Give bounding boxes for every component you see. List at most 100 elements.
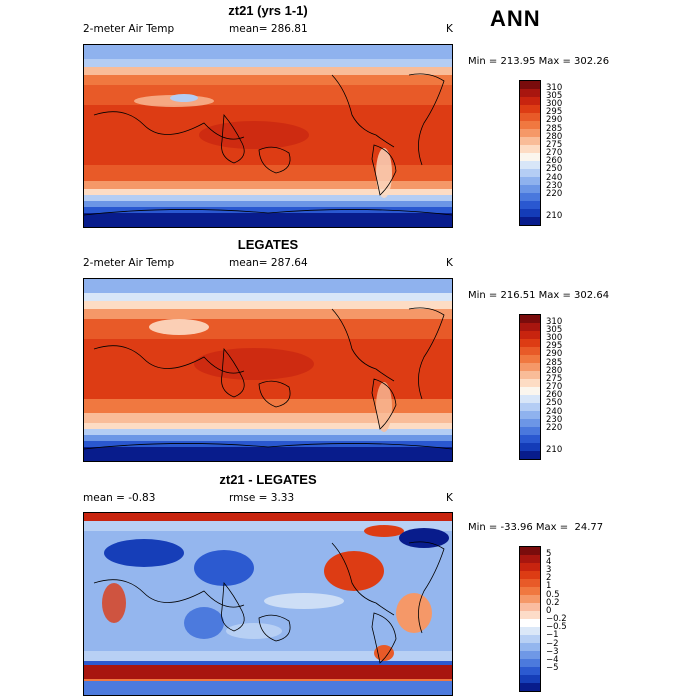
colorbar-swatch <box>520 331 540 339</box>
colorbar-swatch <box>520 185 540 193</box>
panel-1-title: zt21 (yrs 1-1) <box>228 3 308 18</box>
colorbar-tick-label: 1 <box>546 581 552 591</box>
colorbar-swatch <box>520 177 540 185</box>
colorbar-swatch <box>520 97 540 105</box>
colorbar-tick-label: 300 <box>546 99 563 109</box>
colorbar-swatch <box>520 105 540 113</box>
colorbar-swatch <box>520 547 540 555</box>
panel-1-mean: mean= 286.81 <box>229 23 308 35</box>
colorbar-tick-label: 210 <box>546 211 563 221</box>
panel-2-title: LEGATES <box>237 237 299 252</box>
colorbar-tick-label: 270 <box>546 148 563 158</box>
colorbar-swatch <box>520 145 540 153</box>
colorbar-swatch <box>520 193 540 201</box>
colorbar-swatch <box>520 427 540 435</box>
colorbar-swatch <box>520 347 540 355</box>
colorbar-tick-label: 305 <box>546 325 563 335</box>
colorbar-swatch <box>520 555 540 563</box>
panel-3-units: K <box>446 492 453 504</box>
panel-3-mean: mean = -0.83 <box>83 492 156 504</box>
colorbar-tick-label: 220 <box>546 423 563 433</box>
colorbar-swatch <box>520 137 540 145</box>
colorbar-swatch <box>520 323 540 331</box>
colorbar-swatch <box>520 379 540 387</box>
colorbar-tick-label: 275 <box>546 140 563 150</box>
colorbar-swatch <box>520 395 540 403</box>
colorbar-swatch <box>520 129 540 137</box>
panel-1-colorbar <box>519 80 541 226</box>
colorbar-tick-label: 240 <box>546 407 563 417</box>
colorbar-tick-label: 290 <box>546 115 563 125</box>
colorbar-tick-label: 260 <box>546 156 563 166</box>
panel-3-colorbar <box>519 546 541 692</box>
colorbar-tick-label: −5 <box>546 663 559 673</box>
colorbar-tick-label: 280 <box>546 132 563 142</box>
colorbar-tick-label: −1 <box>546 630 559 640</box>
colorbar-swatch <box>520 683 540 691</box>
panel-1-minmax: Min = 213.95 Max = 302.26 <box>468 56 610 67</box>
colorbar-tick-label: 285 <box>546 358 563 368</box>
colorbar-swatch <box>520 217 540 225</box>
colorbar-swatch <box>520 571 540 579</box>
colorbar-tick-label: 305 <box>546 91 563 101</box>
colorbar-swatch <box>520 355 540 363</box>
colorbar-tick-label: 230 <box>546 181 563 191</box>
colorbar-swatch <box>520 419 540 427</box>
colorbar-tick-label: 260 <box>546 390 563 400</box>
colorbar-tick-label: 240 <box>546 173 563 183</box>
panel-3-title: zt21 - LEGATES <box>219 472 317 487</box>
colorbar-swatch <box>520 89 540 97</box>
colorbar-swatch <box>520 121 540 129</box>
colorbar-tick-label: 270 <box>546 382 563 392</box>
colorbar-swatch <box>520 403 540 411</box>
colorbar-swatch <box>520 667 540 675</box>
colorbar-tick-label: 0.2 <box>546 598 560 608</box>
colorbar-swatch <box>520 587 540 595</box>
colorbar-swatch <box>520 651 540 659</box>
colorbar-swatch <box>520 363 540 371</box>
colorbar-swatch <box>520 627 540 635</box>
colorbar-tick-label: 290 <box>546 349 563 359</box>
colorbar-swatch <box>520 339 540 347</box>
colorbar-tick-label: −3 <box>546 647 559 657</box>
colorbar-tick-label: 5 <box>546 549 552 559</box>
colorbar-swatch <box>520 161 540 169</box>
colorbar-swatch <box>520 619 540 627</box>
colorbar-tick-label: 0.5 <box>546 590 560 600</box>
colorbar-tick-label: −4 <box>546 655 559 665</box>
colorbar-swatch <box>520 411 540 419</box>
panel-2-minmax: Min = 216.51 Max = 302.64 <box>468 290 610 301</box>
panel-2-colorbar <box>519 314 541 460</box>
panel-1-map <box>83 44 453 228</box>
colorbar-swatch <box>520 563 540 571</box>
colorbar-tick-label: 295 <box>546 107 563 117</box>
colorbar-tick-label: 285 <box>546 124 563 134</box>
colorbar-swatch <box>520 595 540 603</box>
panel-1-variable: 2-meter Air Temp <box>83 23 175 35</box>
season-label: ANN <box>490 6 541 31</box>
colorbar-tick-label: 295 <box>546 341 563 351</box>
panel-2-variable: 2-meter Air Temp <box>83 257 175 269</box>
colorbar-swatch <box>520 635 540 643</box>
colorbar-swatch <box>520 169 540 177</box>
colorbar-swatch <box>520 659 540 667</box>
colorbar-tick-label: 2 <box>546 573 552 583</box>
colorbar-tick-label: −2 <box>546 639 559 649</box>
colorbar-tick-label: 280 <box>546 366 563 376</box>
colorbar-tick-label: 210 <box>546 445 563 455</box>
colorbar-swatch <box>520 603 540 611</box>
colorbar-tick-label: 250 <box>546 398 563 408</box>
colorbar-tick-label: 300 <box>546 333 563 343</box>
colorbar-swatch <box>520 315 540 323</box>
panel-1-units: K <box>446 23 453 35</box>
panel-2-map <box>83 278 453 462</box>
colorbar-swatch <box>520 443 540 451</box>
colorbar-swatch <box>520 81 540 89</box>
colorbar-swatch <box>520 209 540 217</box>
colorbar-swatch <box>520 451 540 459</box>
colorbar-tick-label: 0 <box>546 606 552 616</box>
colorbar-swatch <box>520 643 540 651</box>
panel-3-map <box>83 512 453 696</box>
colorbar-swatch <box>520 387 540 395</box>
panel-3-minmax: Min = -33.96 Max = 24.77 <box>468 522 604 533</box>
